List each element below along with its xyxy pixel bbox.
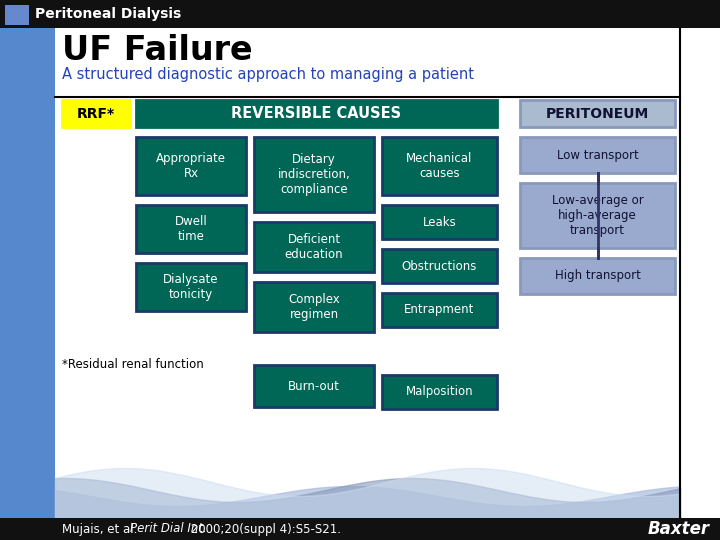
Bar (0, 0, 720, 28)
Text: Deficient
education: Deficient education (284, 233, 343, 261)
Text: Peritoneal Dialysis: Peritoneal Dialysis (35, 7, 181, 21)
Text: Dialysate
tonicity: Dialysate tonicity (163, 273, 219, 301)
Text: 2000;20(suppl 4):S5-S21.: 2000;20(suppl 4):S5-S21. (187, 523, 341, 536)
Bar (254, 365, 374, 407)
Text: Mujais, et al.: Mujais, et al. (62, 523, 141, 536)
Text: Perit Dial Int.: Perit Dial Int. (130, 523, 207, 536)
Bar (62, 100, 130, 127)
Text: Low transport: Low transport (557, 148, 639, 161)
Bar (520, 183, 675, 248)
Bar (136, 205, 246, 253)
Bar (520, 137, 675, 173)
Bar (520, 100, 675, 127)
Text: A structured diagnostic approach to managing a patient: A structured diagnostic approach to mana… (62, 68, 474, 83)
Bar (136, 137, 246, 195)
Text: REVERSIBLE CAUSES: REVERSIBLE CAUSES (231, 106, 402, 121)
Bar (382, 137, 497, 195)
Bar (382, 205, 497, 239)
Bar (5, 5, 29, 25)
Bar (382, 249, 497, 283)
Bar (382, 375, 497, 409)
Text: Leaks: Leaks (423, 215, 456, 228)
Text: Mechanical
causes: Mechanical causes (406, 152, 473, 180)
Bar (254, 137, 374, 212)
Text: PERITONEUM: PERITONEUM (546, 106, 649, 120)
Bar (136, 263, 246, 311)
Text: Dwell
time: Dwell time (175, 215, 207, 243)
Text: High transport: High transport (554, 269, 640, 282)
Bar (254, 282, 374, 332)
Text: Baxter: Baxter (648, 520, 710, 538)
Text: Low-average or
high-average
transport: Low-average or high-average transport (552, 194, 644, 237)
Bar (136, 100, 497, 127)
Text: Burn-out: Burn-out (288, 380, 340, 393)
Text: Entrapment: Entrapment (405, 303, 474, 316)
Text: Obstructions: Obstructions (402, 260, 477, 273)
Text: Malposition: Malposition (405, 386, 473, 399)
Text: Complex
regimen: Complex regimen (288, 293, 340, 321)
Bar (254, 222, 374, 272)
Bar (0, 28, 55, 518)
Text: *Residual renal function: *Residual renal function (62, 359, 204, 372)
Text: Dietary
indiscretion,
compliance: Dietary indiscretion, compliance (278, 153, 351, 196)
Bar (0, 518, 720, 540)
Bar (382, 293, 497, 327)
Bar (520, 258, 675, 294)
Text: UF Failure: UF Failure (62, 33, 253, 66)
Text: Appropriate
Rx: Appropriate Rx (156, 152, 226, 180)
Text: RRF*: RRF* (77, 106, 115, 120)
